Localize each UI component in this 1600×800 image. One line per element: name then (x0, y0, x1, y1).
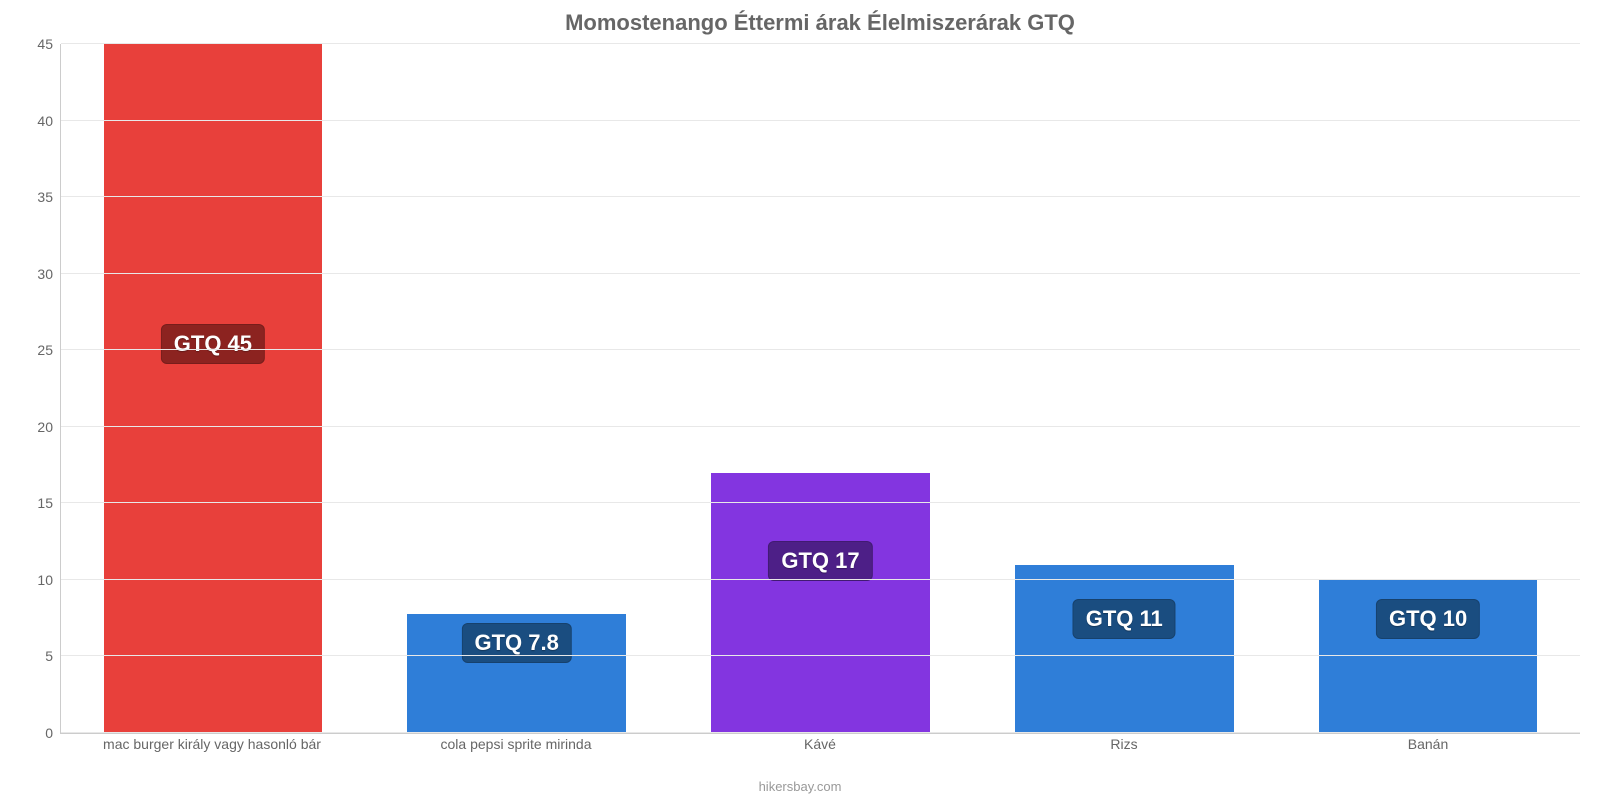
bar-value-badge: GTQ 7.8 (462, 623, 572, 663)
grid-line (61, 43, 1580, 44)
bar-value-badge: GTQ 11 (1073, 599, 1176, 639)
bar-value-badge: GTQ 17 (768, 541, 872, 581)
y-tick-label: 40 (37, 113, 61, 129)
grid-line (61, 349, 1580, 350)
bar: GTQ 7.8 (407, 614, 626, 733)
bar: GTQ 17 (711, 473, 930, 733)
grid-line (61, 120, 1580, 121)
y-tick-label: 0 (45, 725, 61, 741)
bar: GTQ 11 (1015, 565, 1234, 733)
y-tick-label: 15 (37, 495, 61, 511)
grid-line (61, 196, 1580, 197)
bar-slot: GTQ 11 (972, 44, 1276, 733)
bar-value-badge: GTQ 45 (161, 324, 265, 364)
footer-credit: hikersbay.com (0, 779, 1600, 794)
plot-area: GTQ 45GTQ 7.8GTQ 17GTQ 11GTQ 10 05101520… (60, 44, 1580, 734)
chart-container: Momostenango Éttermi árak Élelmiszerárak… (0, 0, 1600, 800)
x-axis-labels: mac burger király vagy hasonló bárcola p… (60, 736, 1580, 752)
grid-line (61, 426, 1580, 427)
y-tick-label: 30 (37, 266, 61, 282)
x-tick-label: mac burger király vagy hasonló bár (60, 736, 364, 752)
bar-slot: GTQ 17 (669, 44, 973, 733)
bar: GTQ 45 (104, 44, 323, 733)
x-tick-label: Kávé (668, 736, 972, 752)
y-tick-label: 45 (37, 36, 61, 52)
grid-line (61, 579, 1580, 580)
y-tick-label: 25 (37, 342, 61, 358)
bars-row: GTQ 45 GTQ 7.8 GTQ 17 GTQ 11 GTQ 10 (61, 44, 1580, 733)
grid-line (61, 655, 1580, 656)
grid-line (61, 273, 1580, 274)
y-tick-label: 10 (37, 572, 61, 588)
bar-slot: GTQ 7.8 (365, 44, 669, 733)
chart-title: Momostenango Éttermi árak Élelmiszerárak… (60, 10, 1580, 36)
bar-value-badge: GTQ 10 (1376, 599, 1480, 639)
grid-line (61, 732, 1580, 733)
x-tick-label: Banán (1276, 736, 1580, 752)
grid-line (61, 502, 1580, 503)
y-tick-label: 20 (37, 419, 61, 435)
y-tick-label: 5 (45, 648, 61, 664)
bar-slot: GTQ 10 (1276, 44, 1580, 733)
bar-slot: GTQ 45 (61, 44, 365, 733)
x-tick-label: Rizs (972, 736, 1276, 752)
x-tick-label: cola pepsi sprite mirinda (364, 736, 668, 752)
y-tick-label: 35 (37, 189, 61, 205)
